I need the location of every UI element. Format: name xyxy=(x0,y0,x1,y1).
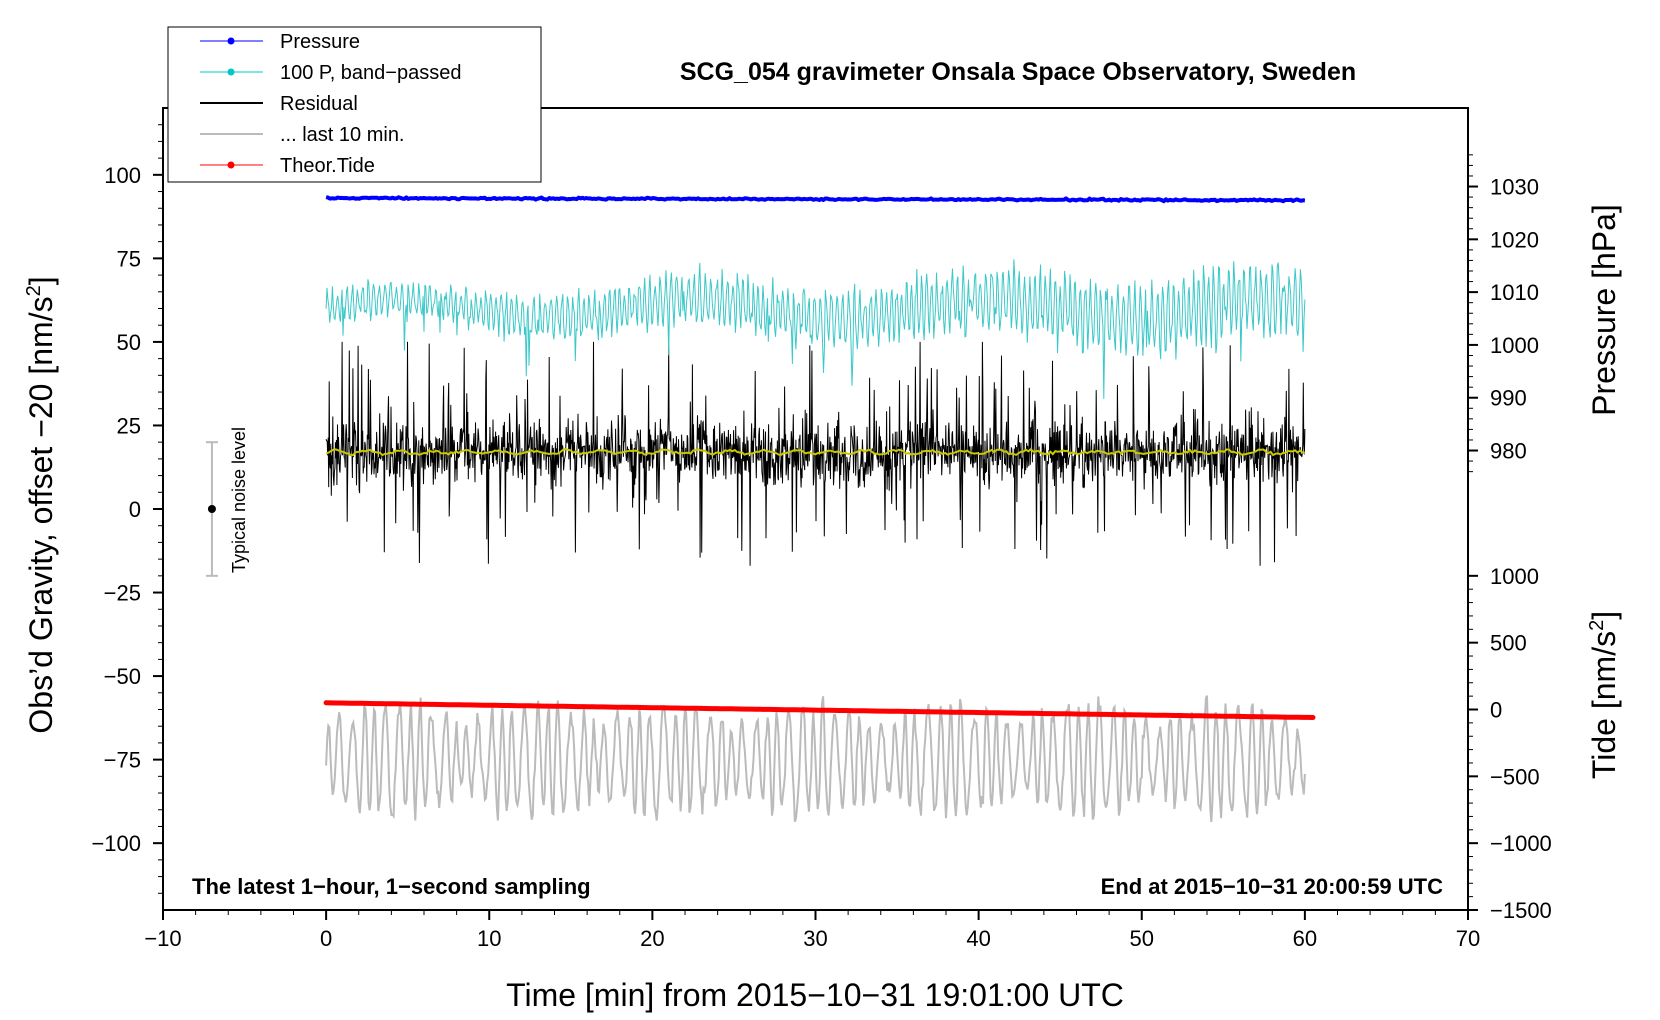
pressure-tick-label: 990 xyxy=(1490,386,1527,411)
pressure-tick-label: 1010 xyxy=(1490,280,1539,305)
tide-tick-label: −500 xyxy=(1490,764,1540,789)
y-tick-label: −50 xyxy=(104,664,141,689)
pressure-tick-label: 980 xyxy=(1490,439,1527,464)
x-tick-label: 50 xyxy=(1130,926,1154,951)
series-pressure xyxy=(325,195,1306,204)
axis-layer: −10 0 10 20 30 40 50 60 70−100−75−50−25025507510… xyxy=(91,124,1552,951)
x-tick-label: 70 xyxy=(1456,926,1480,951)
series-pressure-bandpassed xyxy=(325,259,1306,399)
x-axis-title: Time [min] from 2015−10−31 19:01:00 UTC xyxy=(506,977,1124,1013)
y3-axis-title-main: Tide [nm/s xyxy=(1586,631,1622,779)
x-tick-label: 40 xyxy=(966,926,990,951)
y3-axis-title: Tide [nm/s2] xyxy=(1586,611,1622,779)
tide-tick-label: 500 xyxy=(1490,631,1527,656)
pressure-tick-label: 1000 xyxy=(1490,333,1539,358)
x-tick-label: 60 xyxy=(1293,926,1317,951)
series-residual-smoothed xyxy=(325,447,1306,457)
x-tick-label: −10 xyxy=(144,926,181,951)
chart-title: SCG_054 gravimeter Onsala Space Observat… xyxy=(680,58,1356,86)
x-tick-label: 20 xyxy=(640,926,664,951)
series-layer xyxy=(323,195,1316,823)
series-last-10-min xyxy=(325,695,1306,823)
series-residual xyxy=(325,341,1306,566)
y-tick-label: −75 xyxy=(104,748,141,773)
noise-layer xyxy=(205,441,218,577)
pressure-tick-label: 1030 xyxy=(1490,175,1539,200)
legend-marker-100-p-band-passed xyxy=(227,68,235,76)
annotation-sampling: The latest 1−hour, 1−second sampling xyxy=(192,874,591,899)
y3-axis-title-sup: 2 xyxy=(1586,620,1608,631)
y-axis-title: Obs’d Gravity, offset −20 [nm/s2] xyxy=(23,276,59,733)
legend-marker-theor-tide xyxy=(227,161,235,169)
tide-tick-label: −1500 xyxy=(1490,898,1552,923)
y2-axis-title: Pressure [hPa] xyxy=(1586,204,1622,416)
y-axis-title-main: Obs’d Gravity, offset −20 [nm/s xyxy=(23,296,59,733)
y-axis-title-end: ] xyxy=(23,276,59,285)
y-tick-label: 25 xyxy=(117,413,141,438)
noise-bar-center xyxy=(207,505,216,513)
annotation-end-time: End at 2015−10−31 20:00:59 UTC xyxy=(1101,874,1444,899)
x-tick-label: 0 xyxy=(320,926,332,951)
pressure-tick-label: 1020 xyxy=(1490,227,1539,252)
legend-label-last-10-min: ... last 10 min. xyxy=(280,124,405,146)
legend-label-theor-tide: Theor.Tide xyxy=(280,155,375,177)
legend-label-residual: Residual xyxy=(280,93,358,115)
y-tick-label: 100 xyxy=(104,163,141,188)
y-tick-label: 75 xyxy=(117,246,141,271)
y3-axis-title-end: ] xyxy=(1586,611,1622,620)
x-tick-label: 10 xyxy=(477,926,501,951)
legend: Pressure 100 P, band−passed Residual ... la… xyxy=(167,26,542,183)
y-tick-label: 50 xyxy=(117,330,141,355)
x-tick-label: 30 xyxy=(803,926,827,951)
tide-tick-label: 0 xyxy=(1490,698,1502,723)
y-tick-label: −100 xyxy=(91,831,141,856)
tide-tick-label: −1000 xyxy=(1490,831,1552,856)
tide-tick-label: 1000 xyxy=(1490,564,1539,589)
y-tick-label: 0 xyxy=(129,497,141,522)
y-tick-label: −25 xyxy=(104,581,141,606)
legend-marker-pressure xyxy=(227,37,235,45)
y-axis-title-sup: 2 xyxy=(23,285,45,296)
legend-label-100-p-band-passed: 100 P, band−passed xyxy=(280,62,461,84)
noise-label: Typical noise level xyxy=(229,427,249,573)
legend-label-pressure: Pressure xyxy=(280,31,360,53)
legend-box xyxy=(167,26,542,183)
series-theoretical-tide xyxy=(323,700,1316,720)
